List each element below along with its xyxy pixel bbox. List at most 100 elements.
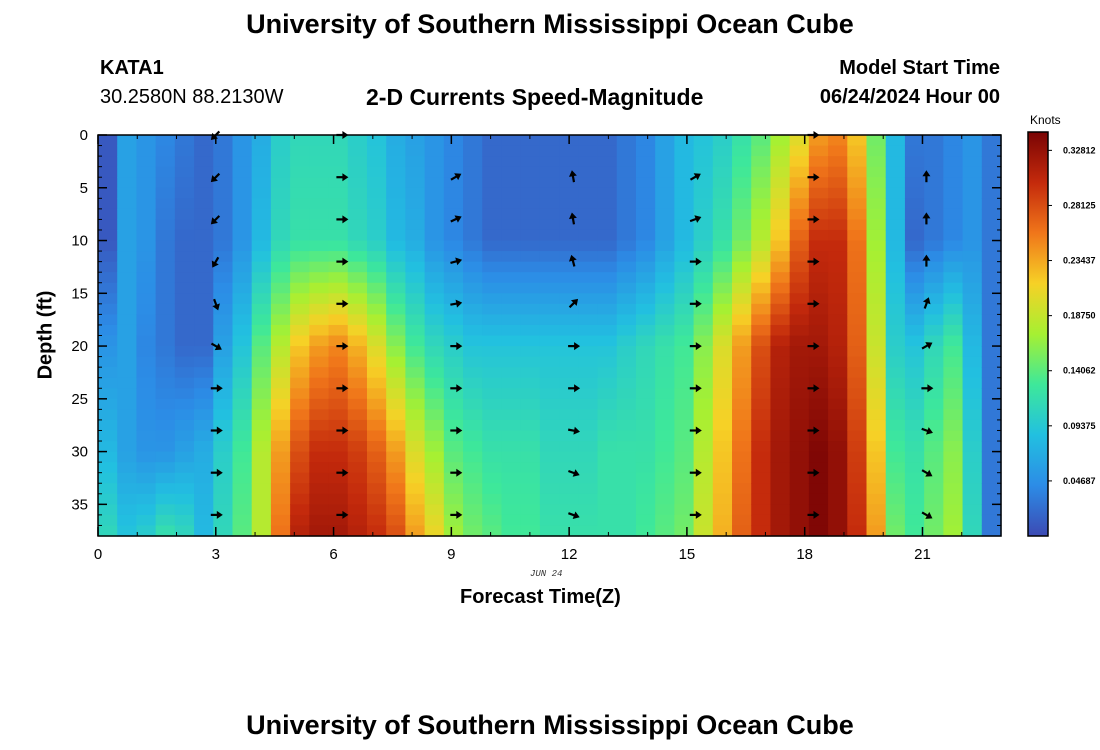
heat-cell	[366, 198, 387, 210]
heat-cell	[155, 219, 176, 231]
heat-cell	[559, 462, 579, 474]
heat-cell	[751, 261, 772, 273]
heat-cell	[789, 409, 810, 421]
heat-cell	[693, 272, 714, 284]
heat-cell	[597, 409, 618, 421]
heat-cell	[924, 324, 944, 337]
heat-cell	[213, 419, 234, 432]
heat-cell	[597, 261, 618, 273]
heat-cell	[693, 219, 714, 231]
current-vector-arrow	[336, 510, 349, 519]
heat-cell	[732, 135, 752, 147]
heat-cell	[213, 324, 234, 337]
heat-cell	[597, 430, 618, 442]
heat-cell	[559, 346, 579, 358]
heat-cell	[251, 472, 272, 484]
heat-cell	[616, 493, 637, 505]
heat-cell	[674, 514, 695, 527]
heat-cell	[386, 430, 406, 442]
heat-cell	[847, 525, 868, 537]
heat-cell	[232, 324, 253, 337]
heat-cell	[847, 166, 868, 178]
heat-cell	[828, 398, 848, 410]
heat-cell	[194, 208, 214, 221]
heat-cell	[405, 335, 426, 347]
heat-cell	[904, 472, 925, 484]
heat-cell	[674, 282, 695, 294]
model-start-value: 06/24/2024 Hour 00	[819, 86, 1000, 108]
heat-cell	[789, 324, 810, 337]
heat-cell	[732, 219, 752, 231]
current-vector-arrow	[689, 299, 702, 308]
heat-cell	[155, 514, 176, 527]
heat-cell	[559, 451, 579, 463]
heat-cell	[117, 346, 138, 358]
heat-cell	[501, 462, 522, 474]
heat-cell	[155, 367, 176, 379]
heat-cell	[770, 177, 791, 189]
heat-cell	[751, 282, 772, 294]
heat-cell	[463, 367, 483, 379]
heat-cell	[732, 514, 752, 527]
heat-cell	[943, 156, 964, 168]
heat-cell	[635, 409, 656, 421]
heat-cell	[174, 514, 195, 527]
heat-cell	[770, 398, 791, 410]
heat-cell	[847, 472, 868, 484]
heat-cell	[328, 303, 349, 315]
heat-cell	[559, 483, 579, 495]
current-vector-arrow	[921, 469, 933, 477]
heat-cell	[559, 198, 579, 210]
heat-cell	[635, 293, 656, 305]
heat-cell	[616, 451, 637, 463]
heat-cell	[174, 346, 195, 358]
heat-cell	[539, 514, 560, 527]
heat-cell	[405, 409, 426, 421]
heat-cell	[386, 504, 406, 516]
heat-cell	[885, 462, 906, 474]
heat-cell	[443, 441, 464, 453]
heat-cell	[482, 293, 503, 305]
heat-cell	[251, 314, 272, 326]
heat-cell	[539, 145, 560, 157]
heat-cell	[251, 177, 272, 189]
heat-cell	[597, 441, 618, 453]
heat-cell	[117, 419, 138, 432]
heat-cell	[943, 367, 964, 379]
colorbar-tick-label: 0.04687	[1063, 476, 1096, 486]
heat-cell	[655, 493, 675, 505]
heat-cell	[732, 525, 752, 537]
heat-cell	[98, 483, 118, 495]
heat-cell	[789, 388, 810, 400]
heat-cell	[693, 324, 714, 337]
heat-cell	[482, 514, 503, 527]
heat-cell	[885, 451, 906, 463]
heat-cell	[501, 419, 522, 432]
heat-cell	[885, 419, 906, 432]
heat-cell	[520, 251, 541, 263]
heat-cell	[155, 419, 176, 432]
heat-cell	[309, 187, 330, 199]
heat-cell	[770, 282, 791, 294]
heat-cell	[885, 272, 906, 284]
heat-cell	[866, 135, 887, 147]
heat-cell	[981, 166, 1002, 178]
heat-cell	[328, 430, 349, 442]
heat-cell	[712, 451, 733, 463]
heat-cell	[943, 504, 964, 516]
current-vector-arrow	[568, 469, 580, 477]
heat-cell	[136, 409, 157, 421]
heat-cell	[270, 451, 291, 463]
heat-cell	[290, 187, 310, 199]
heat-cell	[828, 208, 848, 221]
heat-cell	[885, 335, 906, 347]
current-vector-arrow	[807, 257, 820, 266]
heat-cell	[520, 261, 541, 273]
heat-cell	[655, 208, 675, 221]
heat-cell	[424, 525, 445, 537]
heat-cell	[366, 187, 387, 199]
heat-cell	[520, 156, 541, 168]
x-tick-label: 15	[679, 546, 696, 563]
heat-cell	[828, 240, 848, 252]
heat-cell	[539, 335, 560, 347]
